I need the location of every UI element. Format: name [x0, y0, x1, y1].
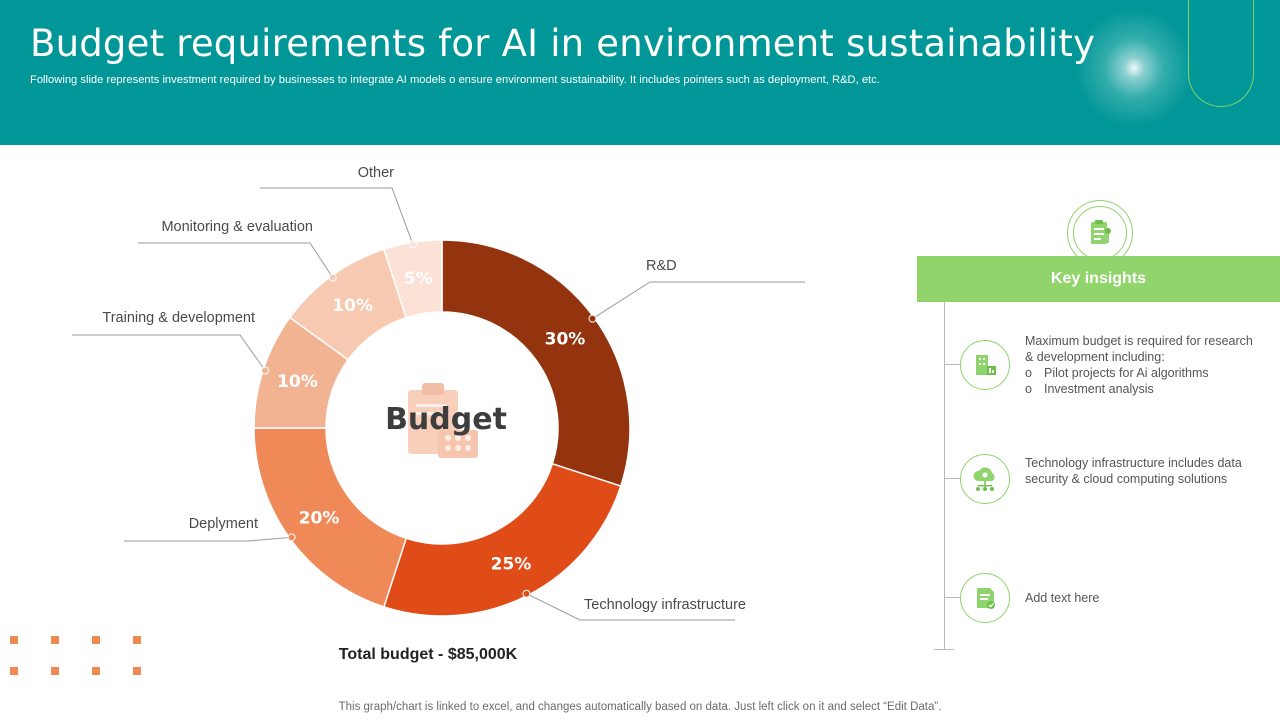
decorative-dots — [10, 636, 150, 676]
list-item: o Pilot projects for Ai algorithms — [1025, 366, 1209, 380]
document-check-icon — [960, 573, 1010, 623]
callout-dot — [328, 273, 337, 282]
callout-dot — [588, 314, 597, 323]
page-subtitle: Following slide represents investment re… — [30, 74, 880, 86]
donut-slice-1[interactable] — [382, 462, 622, 617]
slice-category-label: Deplyment — [189, 516, 258, 532]
insight-1-bullets: o Pilot projects for Ai algorithms o Inves… — [1025, 365, 1255, 397]
insight-text-2: Technology infrastructure includes data … — [1025, 456, 1242, 486]
callout-dot — [522, 589, 531, 598]
page-title: Budget requirements for AI in environmen… — [30, 22, 1096, 65]
slice-category-label: Training & development — [102, 310, 255, 326]
callout-line — [526, 593, 735, 621]
slice-value-label: 5% — [404, 269, 433, 289]
budget-clipboard-icon — [408, 383, 478, 458]
insight-1-text: Maximum budget is required for research … — [1025, 334, 1253, 364]
insight-text-1: Maximum budget is required for research … — [1025, 333, 1255, 397]
donut-slice-5[interactable] — [382, 239, 443, 319]
insight-text-3: Add text here — [1025, 591, 1100, 605]
decorative-arch — [1188, 0, 1254, 107]
key-insights-header: Key insights — [917, 256, 1280, 302]
insights-timeline — [944, 302, 945, 650]
callout-line — [260, 187, 414, 245]
slice-category-label: Other — [358, 165, 394, 181]
slice-value-label: 10% — [277, 372, 318, 392]
slice-category-label: Technology infrastructure — [584, 597, 746, 613]
title-banner: Budget requirements for AI in environmen… — [0, 0, 1280, 145]
list-item: o Investment analysis — [1025, 382, 1154, 396]
slice-value-label: 10% — [332, 296, 373, 316]
slice-value-label: 30% — [545, 330, 586, 350]
donut-center-label: Budget — [385, 402, 507, 437]
total-budget-label: Total budget - $85,000K — [338, 646, 518, 663]
building-chart-icon — [960, 340, 1010, 390]
callout-line — [138, 242, 334, 278]
callout-dot — [261, 366, 270, 375]
insights-clipboard-icon — [1067, 200, 1133, 266]
slice-category-label: R&D — [646, 258, 677, 274]
slice-value-label: 20% — [299, 508, 340, 528]
slice-value-label: 25% — [491, 554, 532, 574]
callout-dot — [287, 533, 296, 542]
decorative-glow — [1074, 8, 1194, 128]
footnote: This graph/chart is linked to excel, and… — [338, 701, 942, 713]
callout-line — [72, 334, 266, 371]
slice-category-label: Monitoring & evaluation — [161, 219, 313, 235]
donut-slice-0[interactable] — [441, 239, 631, 488]
callout-line — [592, 281, 805, 320]
callout-dot — [408, 240, 417, 249]
callout-line — [124, 536, 292, 542]
cloud-network-icon — [960, 454, 1010, 504]
